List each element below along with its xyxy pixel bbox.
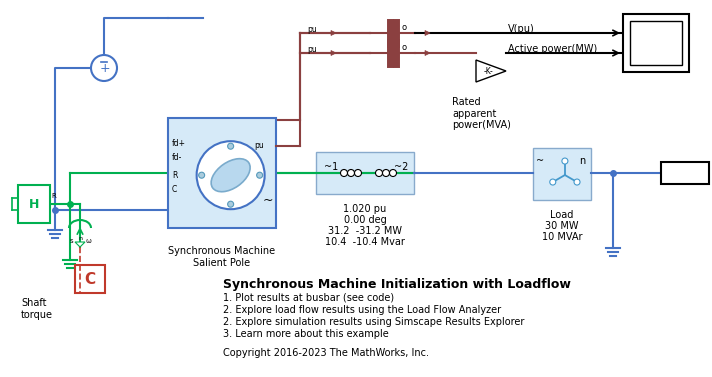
Text: 3. Learn more about this example: 3. Learn more about this example xyxy=(223,329,389,339)
Text: 30 MW: 30 MW xyxy=(545,221,579,231)
Polygon shape xyxy=(425,31,430,35)
Text: V(pu): V(pu) xyxy=(508,24,535,34)
Text: o: o xyxy=(401,43,406,52)
Text: ~: ~ xyxy=(536,156,544,166)
Text: C: C xyxy=(85,271,95,287)
Text: Active power(MW): Active power(MW) xyxy=(508,44,597,54)
Text: fd-: fd- xyxy=(172,153,182,162)
Bar xyxy=(168,118,276,228)
Circle shape xyxy=(355,170,362,176)
Text: Copyright 2016-2023 The MathWorks, Inc.: Copyright 2016-2023 The MathWorks, Inc. xyxy=(223,348,429,358)
Text: 2. Explore load flow results using the Load Flow Analyzer: 2. Explore load flow results using the L… xyxy=(223,305,501,315)
Text: ~1: ~1 xyxy=(324,162,338,172)
Circle shape xyxy=(375,170,382,176)
Text: ~2: ~2 xyxy=(394,162,409,172)
Text: ~: ~ xyxy=(263,193,273,207)
Text: s: s xyxy=(70,238,73,244)
Bar xyxy=(18,185,50,223)
Text: H: H xyxy=(28,198,39,210)
Polygon shape xyxy=(75,242,85,247)
Polygon shape xyxy=(476,60,506,82)
Text: Synchronous Machine Initialization with Loadflow: Synchronous Machine Initialization with … xyxy=(223,278,571,291)
Circle shape xyxy=(347,170,355,176)
Text: +: + xyxy=(100,61,110,75)
Bar xyxy=(533,148,591,200)
Text: f(x) = 0: f(x) = 0 xyxy=(665,168,705,178)
Text: n: n xyxy=(579,156,585,166)
Circle shape xyxy=(550,179,556,185)
Bar xyxy=(623,14,689,72)
Text: n: n xyxy=(78,236,82,241)
Ellipse shape xyxy=(211,159,250,192)
Text: 31.2  -31.2 MW: 31.2 -31.2 MW xyxy=(328,226,402,236)
Circle shape xyxy=(562,158,568,164)
Text: pu: pu xyxy=(254,141,263,150)
Polygon shape xyxy=(331,31,336,35)
Circle shape xyxy=(197,141,265,209)
Circle shape xyxy=(382,170,389,176)
Bar xyxy=(630,21,682,65)
Circle shape xyxy=(389,170,397,176)
Text: Rated
apparent
power(MVA): Rated apparent power(MVA) xyxy=(452,97,511,130)
Text: 10 MVAr: 10 MVAr xyxy=(542,232,582,242)
Text: 10.4  -10.4 Mvar: 10.4 -10.4 Mvar xyxy=(325,237,405,247)
Circle shape xyxy=(199,172,204,178)
Bar xyxy=(661,162,709,184)
Circle shape xyxy=(574,179,580,185)
Text: pu: pu xyxy=(307,25,317,34)
Bar xyxy=(75,265,105,293)
Circle shape xyxy=(228,143,234,149)
Polygon shape xyxy=(425,51,430,55)
Circle shape xyxy=(91,55,117,81)
Text: Synchronous Machine
Salient Pole: Synchronous Machine Salient Pole xyxy=(169,246,276,268)
Text: -K-: -K- xyxy=(483,66,493,75)
Bar xyxy=(316,152,414,194)
Text: ω: ω xyxy=(85,238,91,244)
Text: fd+: fd+ xyxy=(172,138,186,147)
Circle shape xyxy=(340,170,347,176)
Text: o: o xyxy=(401,23,406,32)
Text: 1.020 pu: 1.020 pu xyxy=(343,204,387,214)
Text: Load: Load xyxy=(550,210,574,220)
Polygon shape xyxy=(331,51,336,55)
Text: pu: pu xyxy=(307,45,317,54)
Text: Shaft
torque: Shaft torque xyxy=(21,298,53,320)
Text: R: R xyxy=(51,193,56,199)
Circle shape xyxy=(256,172,263,178)
Circle shape xyxy=(228,201,234,207)
Text: C: C xyxy=(172,185,177,195)
Text: 2. Explore simulation results using Simscape Results Explorer: 2. Explore simulation results using Sims… xyxy=(223,317,524,327)
Text: 0.00 deg: 0.00 deg xyxy=(344,215,387,225)
Text: 1. Plot results at busbar (see code): 1. Plot results at busbar (see code) xyxy=(223,293,394,303)
Text: R: R xyxy=(172,170,177,179)
